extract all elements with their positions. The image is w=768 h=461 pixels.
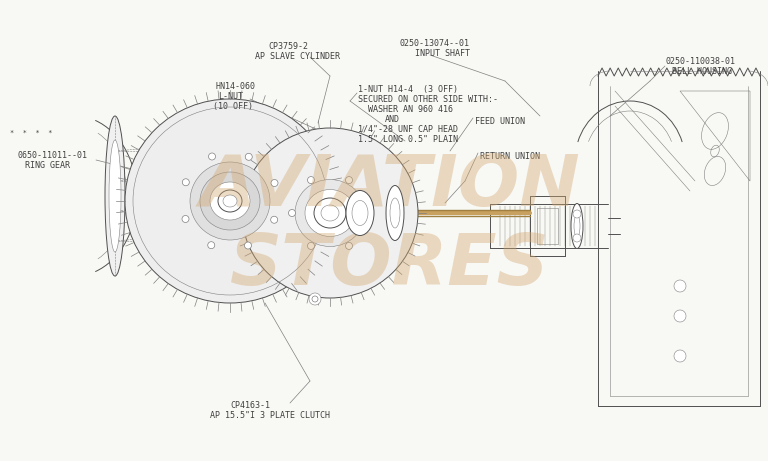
Ellipse shape — [307, 177, 315, 183]
Ellipse shape — [105, 116, 125, 276]
Text: SECURED ON OTHER SIDE WITH:-: SECURED ON OTHER SIDE WITH:- — [358, 95, 498, 104]
Ellipse shape — [244, 242, 251, 249]
Ellipse shape — [289, 209, 296, 217]
Ellipse shape — [218, 190, 242, 212]
Ellipse shape — [245, 154, 252, 160]
Ellipse shape — [321, 205, 339, 221]
Ellipse shape — [573, 234, 581, 242]
Text: AND: AND — [385, 114, 400, 124]
Text: L-NUT: L-NUT — [218, 91, 243, 100]
Text: CP3759-2: CP3759-2 — [268, 41, 308, 51]
Text: *  *  *  *: * * * * — [10, 130, 52, 136]
Text: 0250-110038-01: 0250-110038-01 — [666, 57, 736, 65]
Text: CP4163-1: CP4163-1 — [230, 402, 270, 410]
Text: BELL HOUSING: BELL HOUSING — [672, 66, 732, 76]
Text: (10 OFF): (10 OFF) — [213, 101, 253, 111]
Ellipse shape — [182, 179, 190, 186]
Ellipse shape — [573, 210, 581, 218]
Ellipse shape — [223, 195, 237, 207]
Ellipse shape — [674, 310, 686, 322]
Ellipse shape — [365, 209, 372, 217]
Ellipse shape — [208, 242, 215, 248]
Text: WASHER AN 960 416: WASHER AN 960 416 — [368, 105, 453, 113]
Ellipse shape — [242, 128, 418, 298]
Text: 1/4"-28 UNF CAP HEAD: 1/4"-28 UNF CAP HEAD — [358, 124, 458, 134]
Ellipse shape — [314, 198, 346, 228]
Ellipse shape — [270, 216, 278, 223]
Ellipse shape — [309, 293, 321, 305]
Text: 1-NUT H14-4  (3 OFF): 1-NUT H14-4 (3 OFF) — [358, 84, 458, 94]
Text: 1.5" LONG 0.5" PLAIN: 1.5" LONG 0.5" PLAIN — [358, 135, 458, 143]
Text: RETURN UNION: RETURN UNION — [480, 152, 540, 160]
Text: AVIATION
STORES: AVIATION STORES — [200, 152, 581, 301]
Ellipse shape — [109, 140, 121, 252]
Ellipse shape — [295, 179, 365, 247]
Ellipse shape — [307, 242, 315, 249]
Text: INPUT SHAFT: INPUT SHAFT — [415, 48, 470, 58]
Ellipse shape — [346, 242, 353, 249]
Text: FEED UNION: FEED UNION — [475, 117, 525, 125]
Text: 0250-13074--01: 0250-13074--01 — [400, 39, 470, 47]
Ellipse shape — [190, 162, 270, 240]
Ellipse shape — [271, 179, 278, 187]
Ellipse shape — [571, 203, 583, 248]
Text: RING GEAR: RING GEAR — [25, 160, 70, 170]
Ellipse shape — [210, 182, 250, 220]
Ellipse shape — [305, 189, 355, 236]
Text: 0650-11011--01: 0650-11011--01 — [18, 150, 88, 160]
Ellipse shape — [386, 185, 404, 241]
Ellipse shape — [209, 153, 216, 160]
Text: HN14-060: HN14-060 — [215, 82, 255, 90]
Ellipse shape — [346, 190, 374, 236]
Ellipse shape — [125, 99, 335, 303]
Ellipse shape — [674, 350, 686, 362]
Text: AP 15.5"I 3 PLATE CLUTCH: AP 15.5"I 3 PLATE CLUTCH — [210, 412, 330, 420]
Ellipse shape — [200, 172, 260, 230]
Text: AP SLAVE CYLINDER: AP SLAVE CYLINDER — [255, 52, 340, 60]
Ellipse shape — [674, 280, 686, 292]
Ellipse shape — [346, 177, 353, 183]
Ellipse shape — [182, 215, 189, 223]
